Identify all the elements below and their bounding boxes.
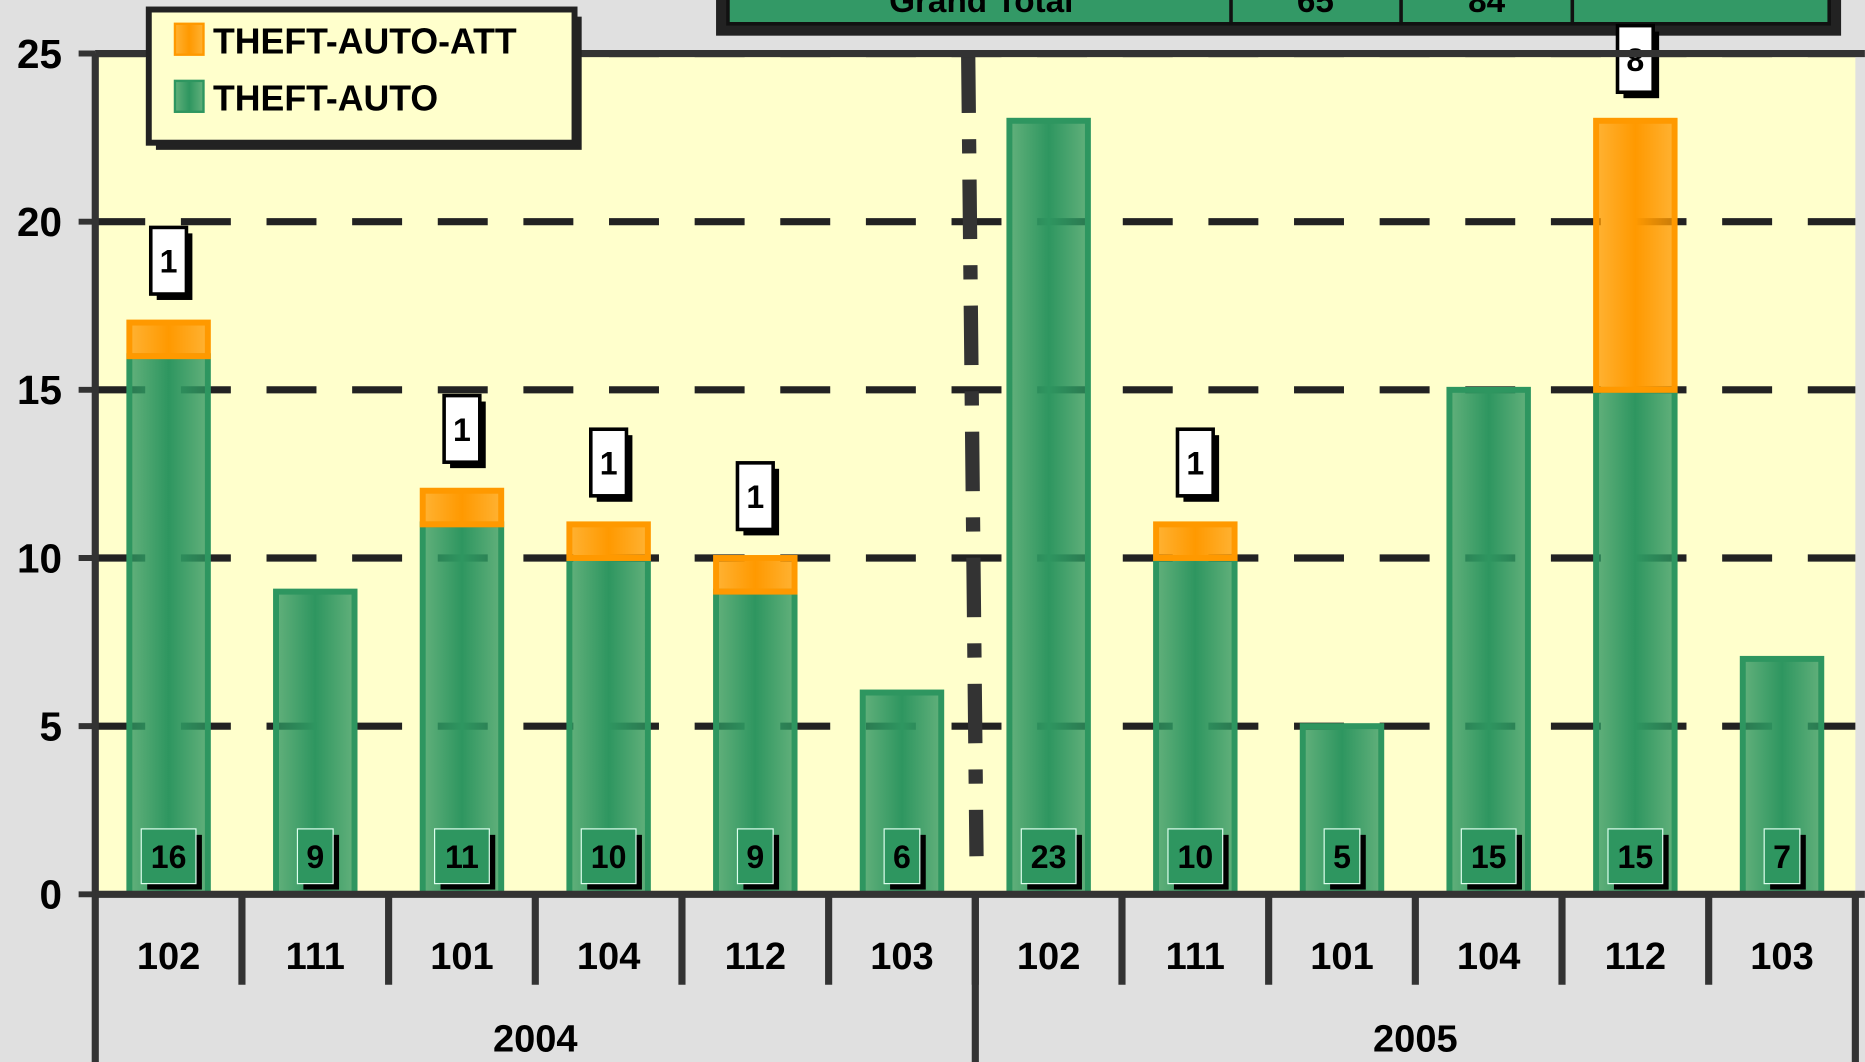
bar-segment [566, 521, 651, 561]
y-tick-label: 10 [17, 535, 62, 581]
bar-segment [1006, 117, 1091, 898]
bar-segment [1593, 386, 1678, 898]
label-box [434, 828, 490, 885]
bar-segment [1153, 521, 1238, 561]
bar-segment [713, 555, 798, 595]
data-label: 10 [591, 839, 627, 875]
table-row [726, 0, 1831, 26]
x-tick-label: 112 [725, 936, 786, 978]
data-label: 9 [746, 839, 764, 875]
x-tick-label: 102 [137, 936, 200, 978]
legend [145, 6, 578, 146]
label-box [1615, 23, 1655, 95]
data-label: 1 [746, 479, 764, 515]
label-box [148, 225, 189, 296]
label-box [1167, 828, 1224, 885]
x-tick-label: 104 [577, 936, 640, 978]
data-label: 15 [1471, 839, 1507, 875]
label-box [1607, 828, 1664, 885]
label-box [589, 427, 629, 498]
table-cell: 65 [1297, 0, 1334, 20]
y-tick-label: 20 [17, 199, 62, 245]
data-label: 7 [1773, 839, 1791, 875]
data-label: 9 [306, 839, 324, 875]
bar-segment [1446, 386, 1531, 898]
label-box [1323, 828, 1361, 885]
x-tick-label: 111 [286, 936, 345, 978]
label-box [442, 393, 482, 464]
bar-segment [1593, 117, 1678, 393]
table-cell: Grand Total [889, 0, 1073, 20]
label-box [1020, 828, 1077, 885]
bar-segment [126, 319, 211, 360]
data-label: 6 [893, 839, 911, 875]
x-tick-label: 101 [1310, 936, 1373, 978]
label-box [735, 461, 775, 532]
x-tick-label: 103 [1750, 936, 1813, 978]
x-tick-label: 102 [1017, 936, 1080, 978]
label-box [1175, 427, 1215, 498]
table-cell: 84 [1468, 0, 1506, 20]
label-box [580, 828, 637, 885]
group-label: 2004 [493, 1018, 578, 1060]
data-label: 8 [1626, 42, 1644, 78]
label-box [140, 828, 197, 885]
label-box [1460, 828, 1517, 885]
y-tick-label: 5 [39, 703, 61, 749]
x-tick-label: 101 [430, 936, 493, 978]
label-box [883, 828, 921, 885]
data-label: 23 [1031, 839, 1067, 875]
summary-table: Grand Total 65 84 [716, 0, 1842, 36]
y-tick-label: 25 [17, 31, 62, 77]
x-tick-label: 111 [1166, 936, 1225, 978]
group-label: 2005 [1373, 1018, 1458, 1060]
label-box [1763, 828, 1801, 885]
bar-segment [126, 353, 211, 898]
data-label: 16 [151, 839, 187, 875]
legend-label: THEFT-AUTO [213, 79, 438, 119]
x-tick-label: 112 [1605, 936, 1666, 978]
data-label: 11 [445, 839, 479, 875]
x-tick-label: 104 [1457, 936, 1520, 978]
data-label: 1 [1186, 445, 1204, 481]
data-label: 10 [1177, 839, 1213, 875]
legend-swatch [173, 22, 205, 56]
bar-segment [419, 487, 505, 528]
legend-swatch [173, 79, 205, 113]
y-tick-label: 0 [39, 872, 61, 918]
label-box [736, 828, 774, 885]
x-tick-label: 103 [870, 936, 933, 978]
data-label: 1 [453, 412, 471, 448]
data-label: 1 [160, 244, 178, 280]
data-label: 1 [600, 445, 618, 481]
label-box [296, 828, 334, 885]
data-label: 5 [1333, 839, 1351, 875]
data-label: 15 [1617, 839, 1653, 875]
legend-label: THEFT-AUTO-ATT [213, 22, 517, 62]
y-tick-label: 15 [17, 367, 62, 413]
group-divider [961, 53, 984, 857]
